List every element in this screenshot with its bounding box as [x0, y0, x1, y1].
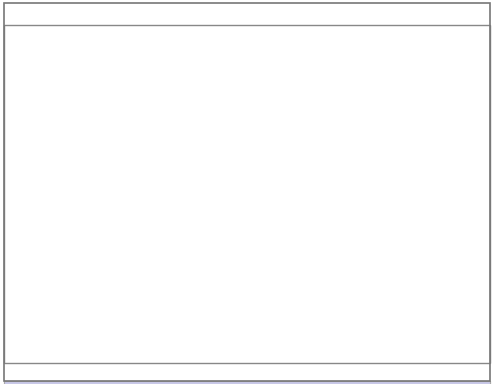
Bar	[4, 381, 490, 384]
Bar	[4, 25, 490, 363]
